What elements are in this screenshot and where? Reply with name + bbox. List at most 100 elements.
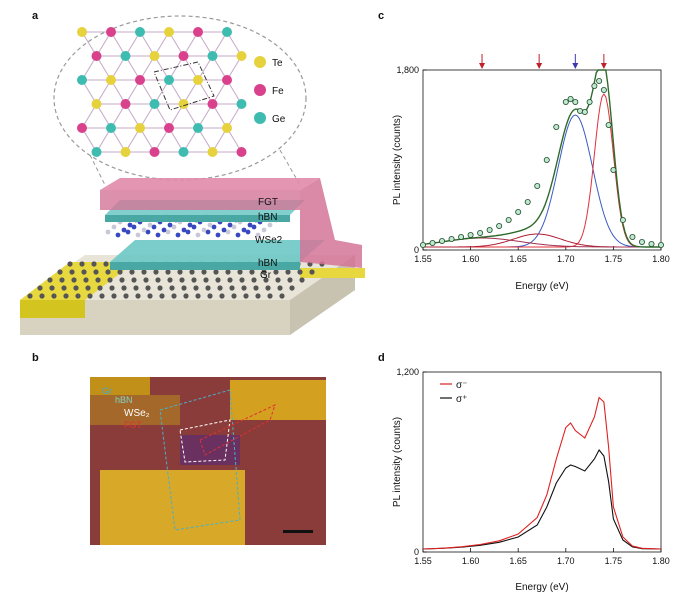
graphene-atom	[169, 285, 175, 291]
graphene-atom	[191, 277, 197, 283]
lattice-atom	[164, 27, 174, 37]
graphene-atom	[273, 269, 279, 275]
graphene-atom	[141, 269, 147, 275]
lattice-atom	[178, 51, 189, 61]
x-tick-label: 1.60	[462, 254, 480, 264]
lattice-atom	[120, 147, 131, 157]
graphene-atom	[69, 269, 75, 275]
zoom-line-left	[89, 154, 106, 186]
graphene-atom	[131, 277, 137, 283]
gold-electrode-right	[300, 268, 365, 278]
graphene-atom	[117, 269, 123, 275]
graphene-atom	[95, 277, 101, 283]
legend-te-label: Te	[272, 58, 283, 69]
lattice-atom	[135, 27, 145, 37]
graphene-atom	[165, 269, 171, 275]
wse2-flake	[180, 435, 240, 465]
wse2-atom	[241, 227, 247, 233]
chart-d-x-ticks: 1.55 1.60 1.65 1.70 1.75 1.80	[414, 548, 670, 566]
lattice-atom	[236, 99, 247, 109]
wse2-atom	[205, 229, 211, 235]
graphene-atom	[205, 285, 211, 291]
legend-ge-swatch	[254, 112, 266, 124]
wse2-atom	[165, 229, 171, 235]
lattice-atom	[135, 75, 145, 85]
graphene-atom	[177, 269, 183, 275]
chart-d-ylabel: PL intensity (counts)	[392, 417, 403, 507]
data-point	[596, 78, 603, 85]
graphene-atom	[119, 277, 125, 283]
data-point	[638, 238, 645, 245]
wse2-atom	[105, 229, 111, 235]
x-tick-label: 1.65	[509, 254, 527, 264]
lattice-atom	[106, 75, 116, 85]
x-tick-label: 1.75	[605, 556, 623, 566]
graphene-atom	[231, 293, 237, 299]
graphene-atom	[75, 293, 81, 299]
graphene-atom	[147, 293, 153, 299]
energy-arrow-head	[536, 63, 543, 69]
lattice-atom	[236, 51, 247, 61]
graphene-atom	[49, 285, 55, 291]
data-point	[605, 122, 612, 129]
chart-c-points	[419, 78, 665, 248]
graphene-atom	[299, 277, 305, 283]
graphene-atom	[167, 277, 173, 283]
graphene-atom	[129, 269, 135, 275]
wse2-atom	[187, 222, 193, 228]
fgt-front	[100, 190, 300, 210]
graphene-atom	[133, 285, 139, 291]
graphene-atom	[63, 293, 69, 299]
chart-c-xlabel: Energy (eV)	[515, 281, 568, 292]
data-point	[581, 109, 588, 116]
wse2-atom	[127, 222, 133, 228]
panel-letter-a: a	[32, 10, 39, 22]
graphene-atom	[121, 285, 127, 291]
graphene-atom	[103, 261, 109, 267]
data-point	[610, 166, 617, 173]
lattice-atom	[207, 51, 218, 61]
graphene-atom	[27, 293, 33, 299]
wse2-atom	[151, 224, 157, 230]
graphene-atom	[157, 285, 163, 291]
graphene-atom	[277, 285, 283, 291]
graphene-atom	[225, 269, 231, 275]
hbn-bottom-layer	[110, 240, 325, 262]
graphene-atom	[183, 293, 189, 299]
graphene-atom	[255, 293, 261, 299]
graphene-atom	[97, 285, 103, 291]
x-tick-label: 1.70	[557, 556, 575, 566]
graphene-atom	[109, 285, 115, 291]
graphene-atom	[71, 277, 77, 283]
graphene-atom	[87, 293, 93, 299]
data-point	[586, 99, 593, 106]
wse2-atom	[231, 224, 237, 230]
graphene-atom	[243, 293, 249, 299]
panel-letter-b: b	[32, 352, 39, 364]
data-point	[486, 226, 493, 233]
micro-label-fgt: FGT	[124, 420, 142, 430]
data-point	[658, 241, 665, 248]
data-point	[600, 87, 607, 94]
y-tick-label: 0	[414, 547, 419, 557]
scale-bar	[283, 530, 313, 533]
lattice-atom	[77, 123, 87, 133]
data-point	[534, 182, 541, 189]
graphene-atom	[171, 293, 177, 299]
lattice-atom	[106, 123, 116, 133]
fgt-layer	[100, 178, 320, 190]
wse2-atom	[145, 229, 151, 235]
legend-fe-swatch	[254, 84, 266, 96]
chart-d-series	[422, 396, 662, 550]
panel-letter-d: d	[378, 352, 385, 364]
graphene-atom	[267, 293, 273, 299]
wse2-atom	[261, 227, 267, 233]
graphene-atom	[253, 285, 259, 291]
data-point	[543, 156, 550, 163]
fgt-outline	[199, 404, 276, 456]
graphene-atom	[99, 293, 105, 299]
x-tick-label: 1.60	[462, 556, 480, 566]
